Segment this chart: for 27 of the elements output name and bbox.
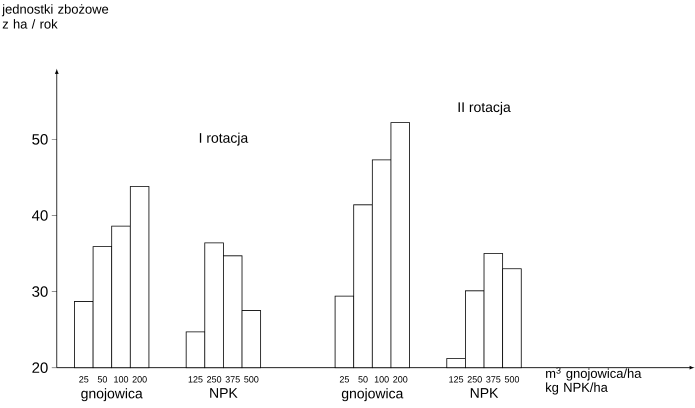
x-tick-label: 375 bbox=[226, 376, 240, 383]
x-tick-label: 25 bbox=[340, 376, 350, 383]
x-tick-label: 375 bbox=[486, 376, 500, 383]
x-tick-label: 25 bbox=[79, 376, 88, 383]
x-tick-label: 200 bbox=[132, 376, 147, 383]
y-tick-label: 40 bbox=[32, 210, 48, 221]
x-tick-label: 250 bbox=[207, 376, 222, 383]
x-tick-label: 500 bbox=[504, 376, 520, 383]
annotation: I rotacja bbox=[200, 132, 248, 146]
x-tick-label: 125 bbox=[449, 376, 464, 383]
x-tick-label: 250 bbox=[468, 376, 482, 383]
y-tick-label: 30 bbox=[32, 286, 48, 297]
annotation: II rotacja bbox=[458, 102, 511, 115]
x-tick-label: 50 bbox=[358, 376, 368, 383]
text: gnojowica bbox=[81, 388, 143, 402]
text: gnojowica bbox=[342, 388, 404, 402]
y-axis-title: jednostki zbożowe z ha / rok bbox=[2, 4, 108, 29]
x-tick-label: 200 bbox=[393, 376, 408, 383]
x-tick-label: 125 bbox=[188, 376, 203, 383]
x-tick-label: 100 bbox=[374, 376, 389, 383]
text: NPK bbox=[470, 388, 498, 398]
x-tick-label: 500 bbox=[244, 376, 258, 383]
y-tick-label: 20 bbox=[32, 362, 48, 373]
x-tick-label: 100 bbox=[114, 376, 128, 383]
text: NPK bbox=[210, 388, 238, 398]
y-tick-label: 50 bbox=[32, 134, 48, 145]
x-tick-label: 50 bbox=[98, 376, 108, 383]
